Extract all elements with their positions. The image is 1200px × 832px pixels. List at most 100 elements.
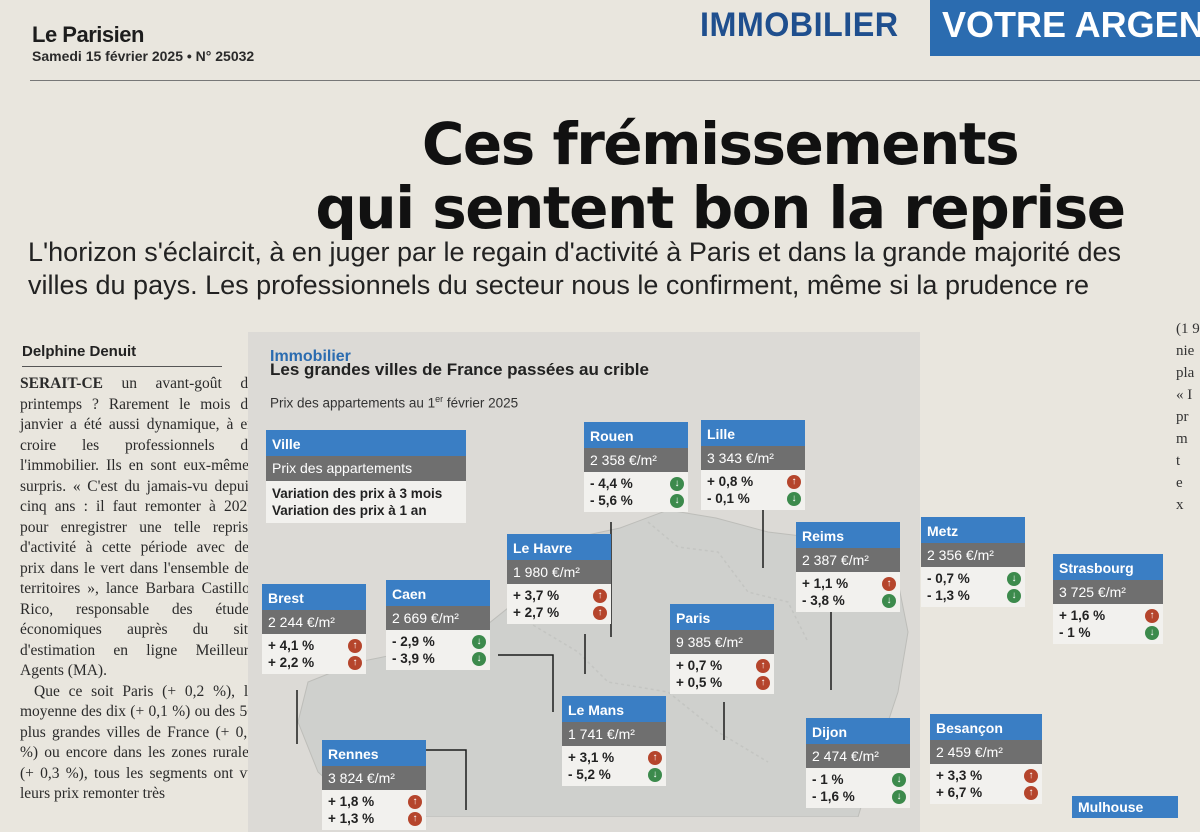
- variation-3m-value: + 1,1 %: [802, 576, 849, 591]
- section-rubric-secondary: VOTRE ARGENT: [942, 4, 1200, 45]
- city-price: 2 358 €/m²: [584, 448, 688, 472]
- variation-1-year: + 2,7 % ↑: [513, 604, 607, 621]
- arrow-up-icon: ↑: [1024, 768, 1038, 783]
- city-price: 9 385 €/m²: [670, 630, 774, 654]
- variation-3m-value: - 1 %: [812, 772, 844, 787]
- city-variations: + 1,8 % ↑ + 1,3 % ↑: [322, 790, 426, 830]
- variation-3-months: + 3,1 % ↑: [568, 749, 662, 766]
- variation-3m-value: + 3,7 %: [513, 588, 560, 603]
- variation-3-months: + 0,7 % ↑: [676, 657, 770, 674]
- legend-var-3m: Variation des prix à 3 mois: [272, 486, 443, 501]
- variation-3m-value: + 0,7 %: [676, 658, 723, 673]
- city-price: 2 356 €/m²: [921, 543, 1025, 567]
- issue-date: Samedi 15 février 2025 • N° 25032: [32, 48, 255, 64]
- variation-1-year: - 0,1 % ↓: [707, 490, 801, 507]
- arrow-down-icon: ↓: [670, 476, 684, 491]
- city-name: Strasbourg: [1053, 554, 1163, 580]
- arrow-up-icon: ↑: [1145, 608, 1159, 623]
- standfirst-line-1: L'horizon s'éclaircit, à en juger par le…: [28, 237, 1122, 267]
- city-card-paris: Paris 9 385 €/m² + 0,7 % ↑ + 0,5 % ↑: [670, 604, 774, 694]
- city-variations: - 0,7 % ↓ - 1,3 % ↓: [921, 567, 1025, 607]
- city-name: Dijon: [806, 718, 910, 744]
- city-price: 1 741 €/m²: [562, 722, 666, 746]
- city-name: Rennes: [322, 740, 426, 766]
- legend-city: Ville: [266, 430, 466, 456]
- legend-var-1y: Variation des prix à 1 an: [272, 503, 427, 518]
- variation-3-months: + 1,1 % ↑: [802, 575, 896, 592]
- variation-1-year: - 3,8 % ↓: [802, 592, 896, 609]
- city-variations: + 3,7 % ↑ + 2,7 % ↑: [507, 584, 611, 624]
- legend-card: Ville Prix des appartements Variation de…: [266, 430, 466, 523]
- city-card-dijon: Dijon 2 474 €/m² - 1 % ↓ - 1,6 % ↓: [806, 718, 910, 808]
- map-region-border: [647, 521, 809, 643]
- city-variations: + 3,1 % ↑ - 5,2 % ↓: [562, 746, 666, 786]
- city-variations: + 1,6 % ↑ - 1 % ↓: [1053, 604, 1163, 644]
- arrow-up-icon: ↑: [1024, 785, 1038, 800]
- lead-word: SERAIT-CE: [20, 375, 103, 392]
- right-column-fragment: (1 9: [1176, 321, 1200, 337]
- city-card-metz: Metz 2 356 €/m² - 0,7 % ↓ - 1,3 % ↓: [921, 517, 1025, 607]
- city-price: 1 980 €/m²: [507, 560, 611, 584]
- variation-1y-value: - 5,2 %: [568, 767, 611, 782]
- byline-rule: [22, 366, 222, 367]
- variation-1y-value: - 3,8 %: [802, 593, 845, 608]
- variation-3-months: - 1 % ↓: [812, 771, 906, 788]
- headline: Ces frémissements qui sentent bon la rep…: [250, 112, 1190, 240]
- city-name: Brest: [262, 584, 366, 610]
- arrow-up-icon: ↑: [348, 655, 362, 670]
- arrow-up-icon: ↑: [408, 811, 422, 826]
- arrow-down-icon: ↓: [787, 491, 801, 506]
- city-card-mulhouse: Mulhouse: [1072, 796, 1178, 818]
- city-price: 2 474 €/m²: [806, 744, 910, 768]
- city-name: Metz: [921, 517, 1025, 543]
- right-column-fragment: nie: [1176, 343, 1195, 359]
- variation-1y-value: - 1,6 %: [812, 789, 855, 804]
- paragraph-1: SERAIT-CE un avant-goût de printemps ? R…: [20, 374, 255, 682]
- arrow-up-icon: ↑: [787, 474, 801, 489]
- arrow-down-icon: ↓: [648, 767, 662, 782]
- variation-1-year: - 1,6 % ↓: [812, 788, 906, 805]
- variation-3-months: + 3,7 % ↑: [513, 587, 607, 604]
- standfirst: L'horizon s'éclaircit, à en juger par le…: [28, 236, 1200, 302]
- city-price: 3 824 €/m²: [322, 766, 426, 790]
- header-rule: [30, 80, 1200, 81]
- variation-1y-value: + 2,2 %: [268, 655, 315, 670]
- headline-line-2: qui sentent bon la reprise: [315, 174, 1126, 242]
- city-variations: - 4,4 % ↓ - 5,6 % ↓: [584, 472, 688, 512]
- arrow-up-icon: ↑: [882, 576, 896, 591]
- city-card-lille: Lille 3 343 €/m² + 0,8 % ↑ - 0,1 % ↓: [701, 420, 805, 510]
- arrow-up-icon: ↑: [756, 658, 770, 673]
- section-rubric: IMMOBILIER: [700, 6, 899, 44]
- variation-1y-value: + 0,5 %: [676, 675, 723, 690]
- city-card-reims: Reims 2 387 €/m² + 1,1 % ↑ - 3,8 % ↓: [796, 522, 900, 612]
- right-column-fragment: t: [1176, 453, 1181, 469]
- city-name: Lille: [701, 420, 805, 446]
- city-price: 3 343 €/m²: [701, 446, 805, 470]
- right-column-fragment: m: [1176, 431, 1188, 447]
- variation-3m-value: - 0,7 %: [927, 571, 970, 586]
- arrow-down-icon: ↓: [892, 789, 906, 804]
- legend-variations: Variation des prix à 3 mois Variation de…: [266, 481, 466, 523]
- arrow-up-icon: ↑: [348, 638, 362, 653]
- city-card-le-mans: Le Mans 1 741 €/m² + 3,1 % ↑ - 5,2 % ↓: [562, 696, 666, 786]
- connector-rennes: [408, 749, 467, 810]
- variation-1-year: + 0,5 % ↑: [676, 674, 770, 691]
- variation-1y-value: - 1,3 %: [927, 588, 970, 603]
- variation-1y-value: - 3,9 %: [392, 651, 435, 666]
- variation-3-months: + 4,1 % ↑: [268, 637, 362, 654]
- variation-3-months: - 0,7 % ↓: [927, 570, 1021, 587]
- city-variations: + 0,7 % ↑ + 0,5 % ↑: [670, 654, 774, 694]
- right-column-fragment: pla: [1176, 365, 1195, 381]
- variation-1y-value: - 5,6 %: [590, 493, 633, 508]
- variation-3m-value: + 1,8 %: [328, 794, 375, 809]
- city-name: Le Mans: [562, 696, 666, 722]
- city-name: Reims: [796, 522, 900, 548]
- variation-1-year: + 2,2 % ↑: [268, 654, 362, 671]
- infographic-subtitle: Prix des appartements au 1er février 202…: [270, 394, 519, 411]
- standfirst-line-2: villes du pays. Les professionnels du se…: [28, 270, 1090, 300]
- city-price: 2 669 €/m²: [386, 606, 490, 630]
- arrow-down-icon: ↓: [472, 651, 486, 666]
- variation-3m-value: + 3,3 %: [936, 768, 983, 783]
- variation-1y-value: - 0,1 %: [707, 491, 750, 506]
- paragraph-1-text: un avant-goût de printemps ? Rarement le…: [20, 375, 255, 679]
